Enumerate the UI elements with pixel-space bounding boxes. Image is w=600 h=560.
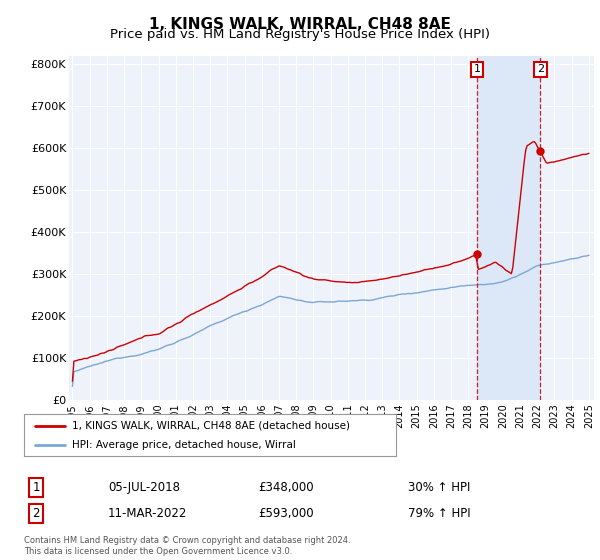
Text: 79% ↑ HPI: 79% ↑ HPI	[408, 507, 470, 520]
Text: 1: 1	[32, 480, 40, 494]
Text: 1, KINGS WALK, WIRRAL, CH48 8AE (detached house): 1, KINGS WALK, WIRRAL, CH48 8AE (detache…	[73, 421, 350, 431]
Text: HPI: Average price, detached house, Wirral: HPI: Average price, detached house, Wirr…	[73, 440, 296, 450]
Text: 2: 2	[32, 507, 40, 520]
Text: Price paid vs. HM Land Registry's House Price Index (HPI): Price paid vs. HM Land Registry's House …	[110, 28, 490, 41]
Text: 1: 1	[473, 64, 481, 74]
Text: 30% ↑ HPI: 30% ↑ HPI	[408, 480, 470, 494]
Text: 2: 2	[537, 64, 544, 74]
Text: Contains HM Land Registry data © Crown copyright and database right 2024.
This d: Contains HM Land Registry data © Crown c…	[24, 536, 350, 556]
Text: £348,000: £348,000	[258, 480, 314, 494]
Text: 1, KINGS WALK, WIRRAL, CH48 8AE: 1, KINGS WALK, WIRRAL, CH48 8AE	[149, 17, 451, 32]
Text: 11-MAR-2022: 11-MAR-2022	[108, 507, 187, 520]
Bar	[477, 56, 540, 400]
Text: 05-JUL-2018: 05-JUL-2018	[108, 480, 180, 494]
Text: £593,000: £593,000	[258, 507, 314, 520]
